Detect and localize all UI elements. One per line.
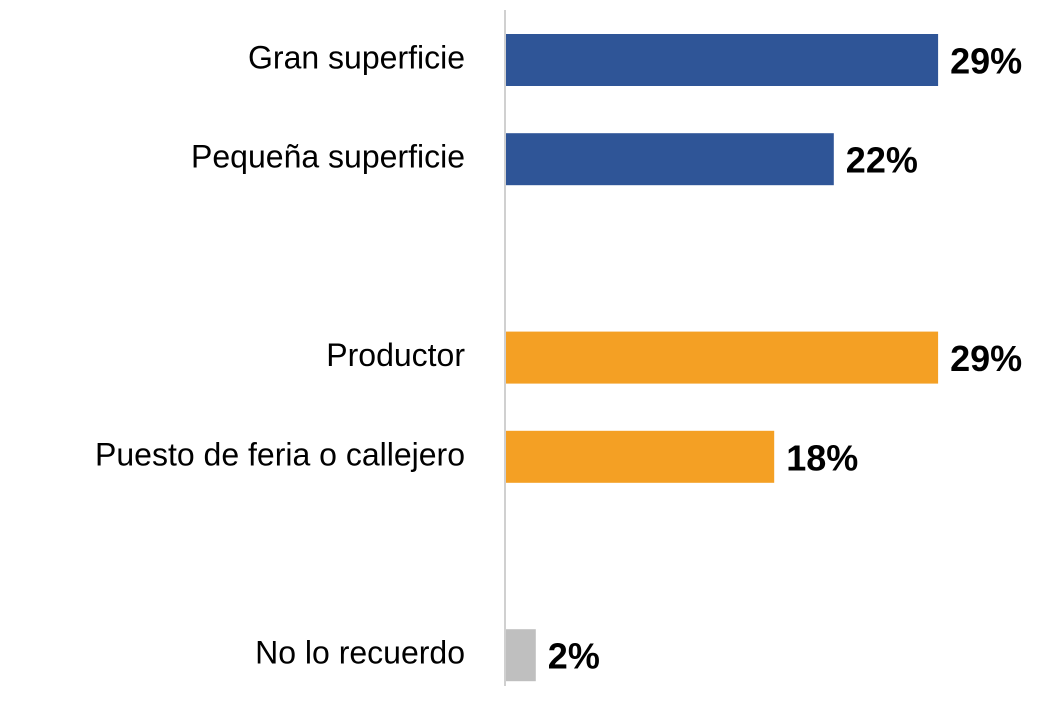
category-label: Gran superficie [248,39,465,75]
value-label: 2% [548,636,600,677]
category-label: Pequeña superficie [191,139,465,175]
category-label: Puesto de feria o callejero [95,436,465,472]
bar [506,34,939,86]
value-label: 29% [950,338,1022,379]
bar [506,331,939,384]
bar [506,430,775,483]
category-label: Productor [326,337,465,373]
bar [506,629,536,682]
value-label: 22% [846,140,918,181]
category-label: No lo recuerdo [255,635,465,671]
bar [506,133,834,186]
value-label: 29% [950,41,1022,82]
value-label: 18% [786,437,858,478]
